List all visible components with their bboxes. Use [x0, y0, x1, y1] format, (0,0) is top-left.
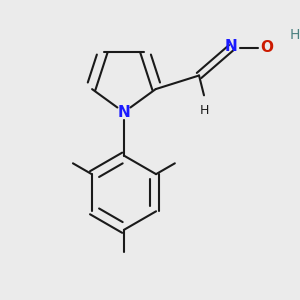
Text: H: H [290, 28, 300, 42]
Text: N: N [225, 39, 238, 54]
Text: O: O [261, 40, 274, 55]
Text: N: N [118, 105, 130, 120]
Text: H: H [199, 104, 209, 117]
